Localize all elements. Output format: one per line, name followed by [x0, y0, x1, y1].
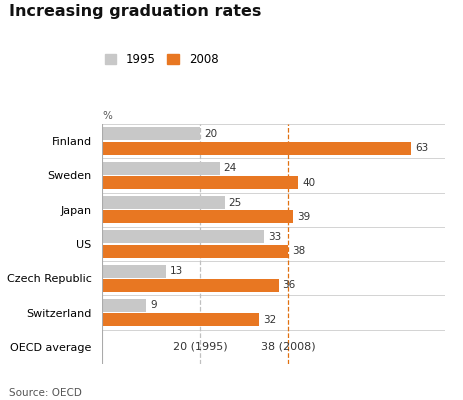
- Text: 20: 20: [204, 129, 217, 139]
- Bar: [102, 142, 410, 155]
- Text: 25: 25: [228, 198, 241, 208]
- Bar: [102, 128, 200, 140]
- Bar: [102, 230, 263, 243]
- Text: 9: 9: [150, 300, 156, 310]
- Text: %: %: [102, 111, 112, 121]
- Bar: [102, 313, 258, 326]
- Bar: [102, 279, 278, 292]
- Text: 13: 13: [169, 266, 182, 276]
- Text: 33: 33: [267, 232, 281, 242]
- Text: 63: 63: [414, 143, 427, 153]
- Bar: [102, 196, 224, 209]
- Text: 38 (2008): 38 (2008): [261, 342, 315, 352]
- Text: 38: 38: [292, 246, 305, 256]
- Text: 32: 32: [263, 315, 275, 325]
- Bar: [102, 210, 293, 223]
- Text: 36: 36: [282, 280, 295, 290]
- Bar: [102, 176, 298, 189]
- Text: 40: 40: [301, 178, 315, 188]
- Text: 39: 39: [297, 212, 310, 222]
- Text: Source: OECD: Source: OECD: [9, 388, 82, 398]
- Bar: [102, 245, 288, 258]
- Text: 20 (1995): 20 (1995): [173, 342, 227, 352]
- Bar: [102, 162, 219, 175]
- Text: 24: 24: [223, 163, 237, 173]
- Legend: 1995, 2008: 1995, 2008: [104, 53, 218, 66]
- Bar: [102, 299, 146, 312]
- Text: Increasing graduation rates: Increasing graduation rates: [9, 4, 261, 19]
- Bar: [102, 265, 165, 278]
